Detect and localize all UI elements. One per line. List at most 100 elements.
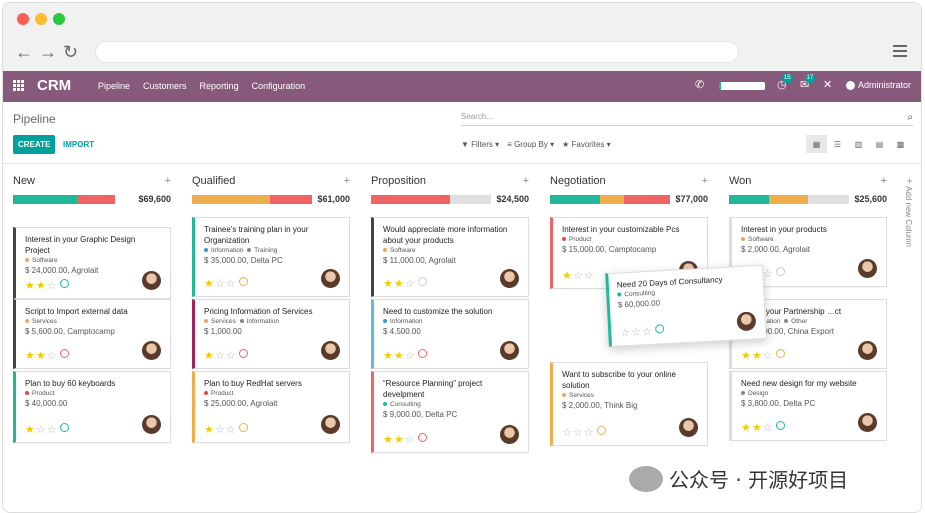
kanban-card[interactable]: Pricing Information of Services Services … xyxy=(192,299,350,369)
kanban-card[interactable]: Interest in your products Software $ 2,000… xyxy=(729,217,887,287)
back-icon[interactable]: ← xyxy=(15,42,33,62)
kanban-card[interactable]: “Resource Planning” project develpment Co… xyxy=(371,371,529,453)
column-title[interactable]: Qualified xyxy=(192,175,236,187)
add-card-icon[interactable]: + xyxy=(164,175,171,187)
kanban-card[interactable]: Plan to buy RedHat servers Product $ 25,00… xyxy=(192,371,350,443)
activity-icon[interactable] xyxy=(654,324,664,334)
progress-segment[interactable] xyxy=(13,195,77,204)
menu-customers[interactable]: Customers xyxy=(143,81,187,91)
list-view-icon[interactable]: ☰ xyxy=(833,139,842,149)
progress-segment[interactable] xyxy=(450,195,491,204)
progress-segment[interactable] xyxy=(600,195,625,204)
add-card-icon[interactable]: + xyxy=(522,175,529,187)
kanban-card[interactable]: Want to subscribe to your online solutio… xyxy=(550,362,708,446)
column-title[interactable]: Negotiation xyxy=(550,175,606,187)
systray-search[interactable] xyxy=(719,82,765,90)
column-progress-bar[interactable] xyxy=(729,195,849,204)
priority-stars[interactable]: ☆☆☆ xyxy=(562,426,606,439)
activity-icon[interactable] xyxy=(238,423,248,432)
activity-icon[interactable] xyxy=(59,279,69,288)
kanban-card[interactable]: …st in your Partnership …ctInformation O… xyxy=(729,299,887,369)
add-card-icon[interactable]: + xyxy=(701,175,708,187)
priority-stars[interactable]: ★★☆ xyxy=(741,421,785,434)
priority-stars[interactable]: ★☆☆ xyxy=(25,423,69,436)
search-input[interactable]: Search... ⌕ xyxy=(461,112,913,126)
maximize-dot[interactable] xyxy=(53,13,65,25)
close-icon[interactable]: ✕ xyxy=(823,79,833,91)
phone-icon[interactable]: ✆ xyxy=(695,79,705,91)
activity-icon[interactable] xyxy=(775,267,785,276)
menu-pipeline[interactable]: Pipeline xyxy=(98,81,131,91)
column-title[interactable]: Proposition xyxy=(371,175,427,187)
create-button[interactable]: CREATE xyxy=(13,135,56,154)
filters-dropdown[interactable]: ▼ Filters ▾ xyxy=(461,140,500,149)
close-dot[interactable] xyxy=(17,13,29,25)
app-name[interactable]: CRM xyxy=(37,77,72,94)
activity-icon[interactable] xyxy=(417,433,427,442)
search-icon[interactable]: ⌕ xyxy=(907,112,913,123)
progress-segment[interactable] xyxy=(76,195,115,204)
add-card-icon[interactable]: + xyxy=(343,175,350,187)
kanban-card[interactable]: Interest in your Graphic Design Project S… xyxy=(13,227,171,299)
column-progress-bar[interactable] xyxy=(192,195,312,204)
activity-icon[interactable]: ◷ 15 xyxy=(777,74,793,91)
messages-icon[interactable]: ✉ 17 xyxy=(800,74,816,91)
activity-icon[interactable] xyxy=(775,421,785,430)
kanban-card[interactable]: Need to customize the solution Informatio… xyxy=(371,299,529,369)
progress-segment[interactable] xyxy=(768,195,809,204)
activity-icon[interactable] xyxy=(238,349,248,358)
groupby-dropdown[interactable]: ≡ Group By ▾ xyxy=(507,140,555,149)
progress-segment[interactable] xyxy=(550,195,601,204)
forward-icon[interactable]: → xyxy=(39,42,57,62)
browser-menu-icon[interactable] xyxy=(893,45,907,60)
column-progress-bar[interactable] xyxy=(550,195,670,204)
progress-segment[interactable] xyxy=(371,195,451,204)
dragged-card[interactable]: Need 20 Days of Consultancy Consulting $… xyxy=(605,264,767,348)
kanban-view-icon[interactable]: ▦ xyxy=(806,135,827,153)
import-button[interactable]: IMPORT xyxy=(63,140,95,149)
graph-view-icon[interactable]: ▥ xyxy=(854,139,863,149)
activity-icon[interactable] xyxy=(775,349,785,358)
priority-stars[interactable]: ★★☆ xyxy=(25,349,69,362)
add-new-column[interactable]: + Add new Column xyxy=(903,178,914,247)
priority-stars[interactable]: ★★☆ xyxy=(25,279,69,292)
kanban-card[interactable]: Plan to buy 60 keyboards Product $ 40,000.… xyxy=(13,371,171,443)
priority-stars[interactable]: ★★☆ xyxy=(383,349,427,362)
activity-icon[interactable] xyxy=(417,349,427,358)
priority-stars[interactable]: ★★☆ xyxy=(383,433,427,446)
progress-segment[interactable] xyxy=(808,195,849,204)
menu-reporting[interactable]: Reporting xyxy=(199,81,239,91)
activity-icon[interactable] xyxy=(59,349,69,358)
reload-icon[interactable]: ↻ xyxy=(63,42,79,62)
favorites-dropdown[interactable]: ★ Favorites ▾ xyxy=(562,140,611,149)
user-menu[interactable]: Administrator xyxy=(845,80,911,90)
priority-stars[interactable]: ★☆☆ xyxy=(562,269,606,282)
progress-segment[interactable] xyxy=(192,195,270,204)
kanban-card[interactable]: Would appreciate more information about … xyxy=(371,217,529,297)
progress-segment[interactable] xyxy=(729,195,769,204)
priority-stars[interactable]: ★★☆ xyxy=(383,277,427,290)
activity-icon[interactable] xyxy=(59,423,69,432)
menu-configuration[interactable]: Configuration xyxy=(251,81,306,91)
url-bar[interactable] xyxy=(95,41,739,63)
priority-stars[interactable]: ★☆☆ xyxy=(204,277,248,290)
add-card-icon[interactable]: + xyxy=(880,175,887,187)
activity-icon[interactable] xyxy=(238,277,248,286)
priority-stars[interactable]: ★★☆ xyxy=(741,349,785,362)
column-progress-bar[interactable] xyxy=(13,195,133,204)
progress-segment[interactable] xyxy=(624,195,670,204)
activity-icon[interactable] xyxy=(596,426,606,435)
apps-menu-icon[interactable] xyxy=(13,80,24,91)
activity-icon[interactable] xyxy=(417,277,427,286)
kanban-card[interactable]: Script to Import external data Services $ … xyxy=(13,299,171,369)
kanban-card[interactable]: Need new design for my website Design $ 3,… xyxy=(729,371,887,441)
minimize-dot[interactable] xyxy=(35,13,47,25)
column-progress-bar[interactable] xyxy=(371,195,491,204)
progress-segment[interactable] xyxy=(270,195,312,204)
dragged-card-stars[interactable]: ☆☆☆ xyxy=(620,324,664,339)
priority-stars[interactable]: ★☆☆ xyxy=(204,349,248,362)
priority-stars[interactable]: ★☆☆ xyxy=(204,423,248,436)
column-title[interactable]: New xyxy=(13,175,36,187)
table-view-icon[interactable]: ▩ xyxy=(896,139,905,149)
kanban-card[interactable]: Trainee's training plan in your Organiza… xyxy=(192,217,350,297)
